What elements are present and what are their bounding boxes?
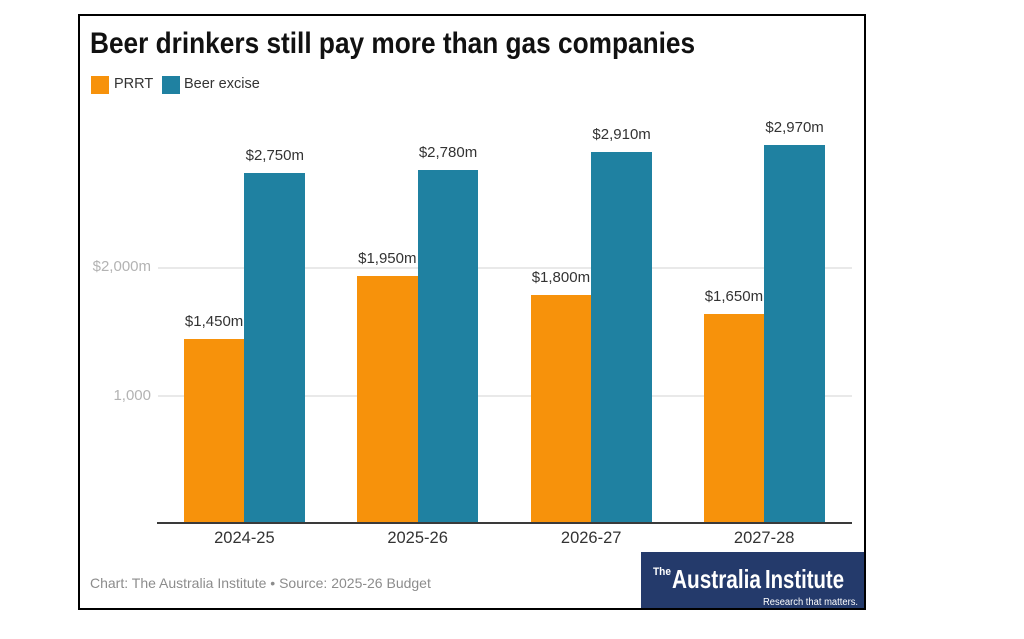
svg-text:Australia: Australia — [672, 564, 761, 594]
svg-text:Research that matters.: Research that matters. — [763, 597, 858, 608]
svg-text:The: The — [653, 566, 671, 578]
svg-text:Institute: Institute — [765, 564, 844, 594]
